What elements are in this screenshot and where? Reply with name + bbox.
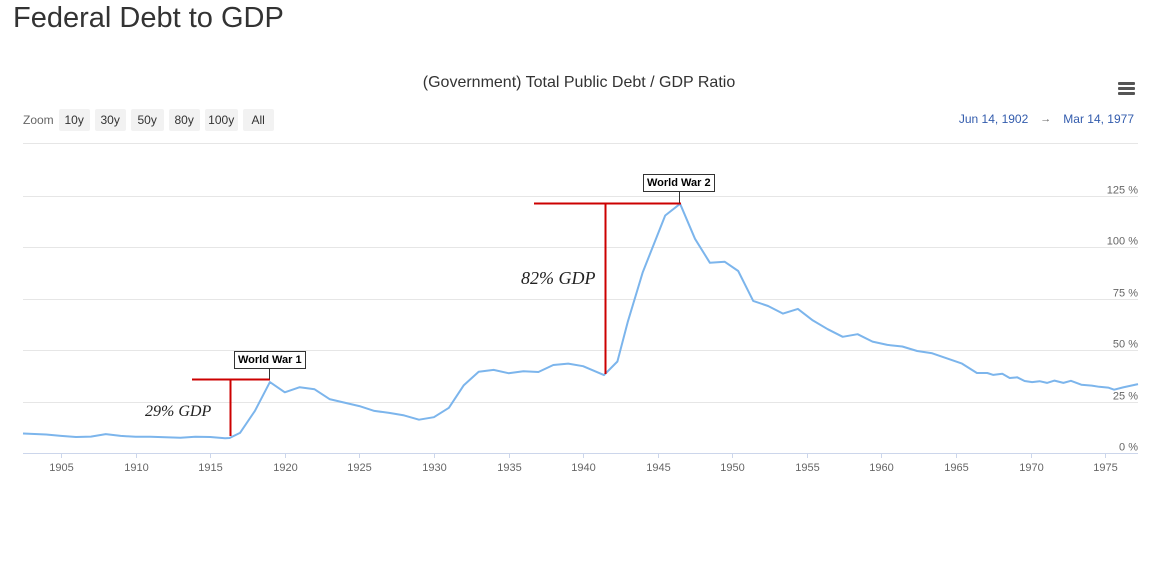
y-tick-label: 125 % [1107, 185, 1138, 197]
y-tick-label: 0 % [1119, 442, 1138, 454]
date-range: Jun 14, 1902 → Mar 14, 1977 [959, 112, 1134, 126]
range-from-date[interactable]: Jun 14, 1902 [958, 112, 1029, 126]
x-tick-label: 1955 [795, 462, 819, 474]
zoom-10y-button[interactable]: 10y [58, 109, 90, 131]
y-tick-label: 100 % [1107, 236, 1138, 248]
ww1-annotation-label: World War 1 [234, 351, 306, 369]
ww2-annotation-label: World War 2 [643, 174, 715, 192]
chart-title: (Government) Total Public Debt / GDP Rat… [422, 74, 736, 91]
zoom-bar: Zoom 10y 30y 50y 80y 100y All [23, 109, 279, 131]
x-tick-label: 1970 [1019, 462, 1043, 474]
x-tick-label: 1940 [571, 462, 595, 474]
chart-menu-icon[interactable] [1114, 78, 1140, 100]
x-tick-label: 1965 [944, 462, 968, 474]
zoom-50y-button[interactable]: 50y [130, 109, 164, 131]
x-tick-label: 1960 [869, 462, 893, 474]
zoom-30y-button[interactable]: 30y [94, 109, 126, 131]
x-tick-label: 1925 [347, 462, 371, 474]
x-tick-label: 1975 [1093, 462, 1117, 474]
y-tick-label: 75 % [1113, 288, 1138, 300]
zoom-label: Zoom [23, 113, 54, 127]
x-tick-label: 1935 [497, 462, 521, 474]
page-title: Federal Debt to GDP [13, 2, 284, 34]
x-tick-label: 1910 [124, 462, 148, 474]
ww2-gdp-note: 82% GDP [521, 268, 596, 288]
zoom-80y-button[interactable]: 80y [168, 109, 200, 131]
range-arrow-icon: → [1040, 113, 1052, 125]
x-tick-label: 1945 [646, 462, 670, 474]
debt-series-line [22, 202, 1139, 440]
x-tick-label: 1920 [273, 462, 297, 474]
y-tick-label: 25 % [1113, 391, 1138, 403]
x-tick-label: 1915 [198, 462, 222, 474]
zoom-100y-button[interactable]: 100y [204, 109, 238, 131]
x-tick-label: 1905 [49, 462, 73, 474]
ww1-gdp-note: 29% GDP [145, 403, 212, 420]
x-tick-label: 1950 [720, 462, 744, 474]
zoom-all-button[interactable]: All [242, 109, 274, 131]
range-to-date[interactable]: Mar 14, 1977 [1063, 112, 1134, 126]
y-tick-label: 50 % [1113, 339, 1138, 351]
x-tick-label: 1930 [422, 462, 446, 474]
